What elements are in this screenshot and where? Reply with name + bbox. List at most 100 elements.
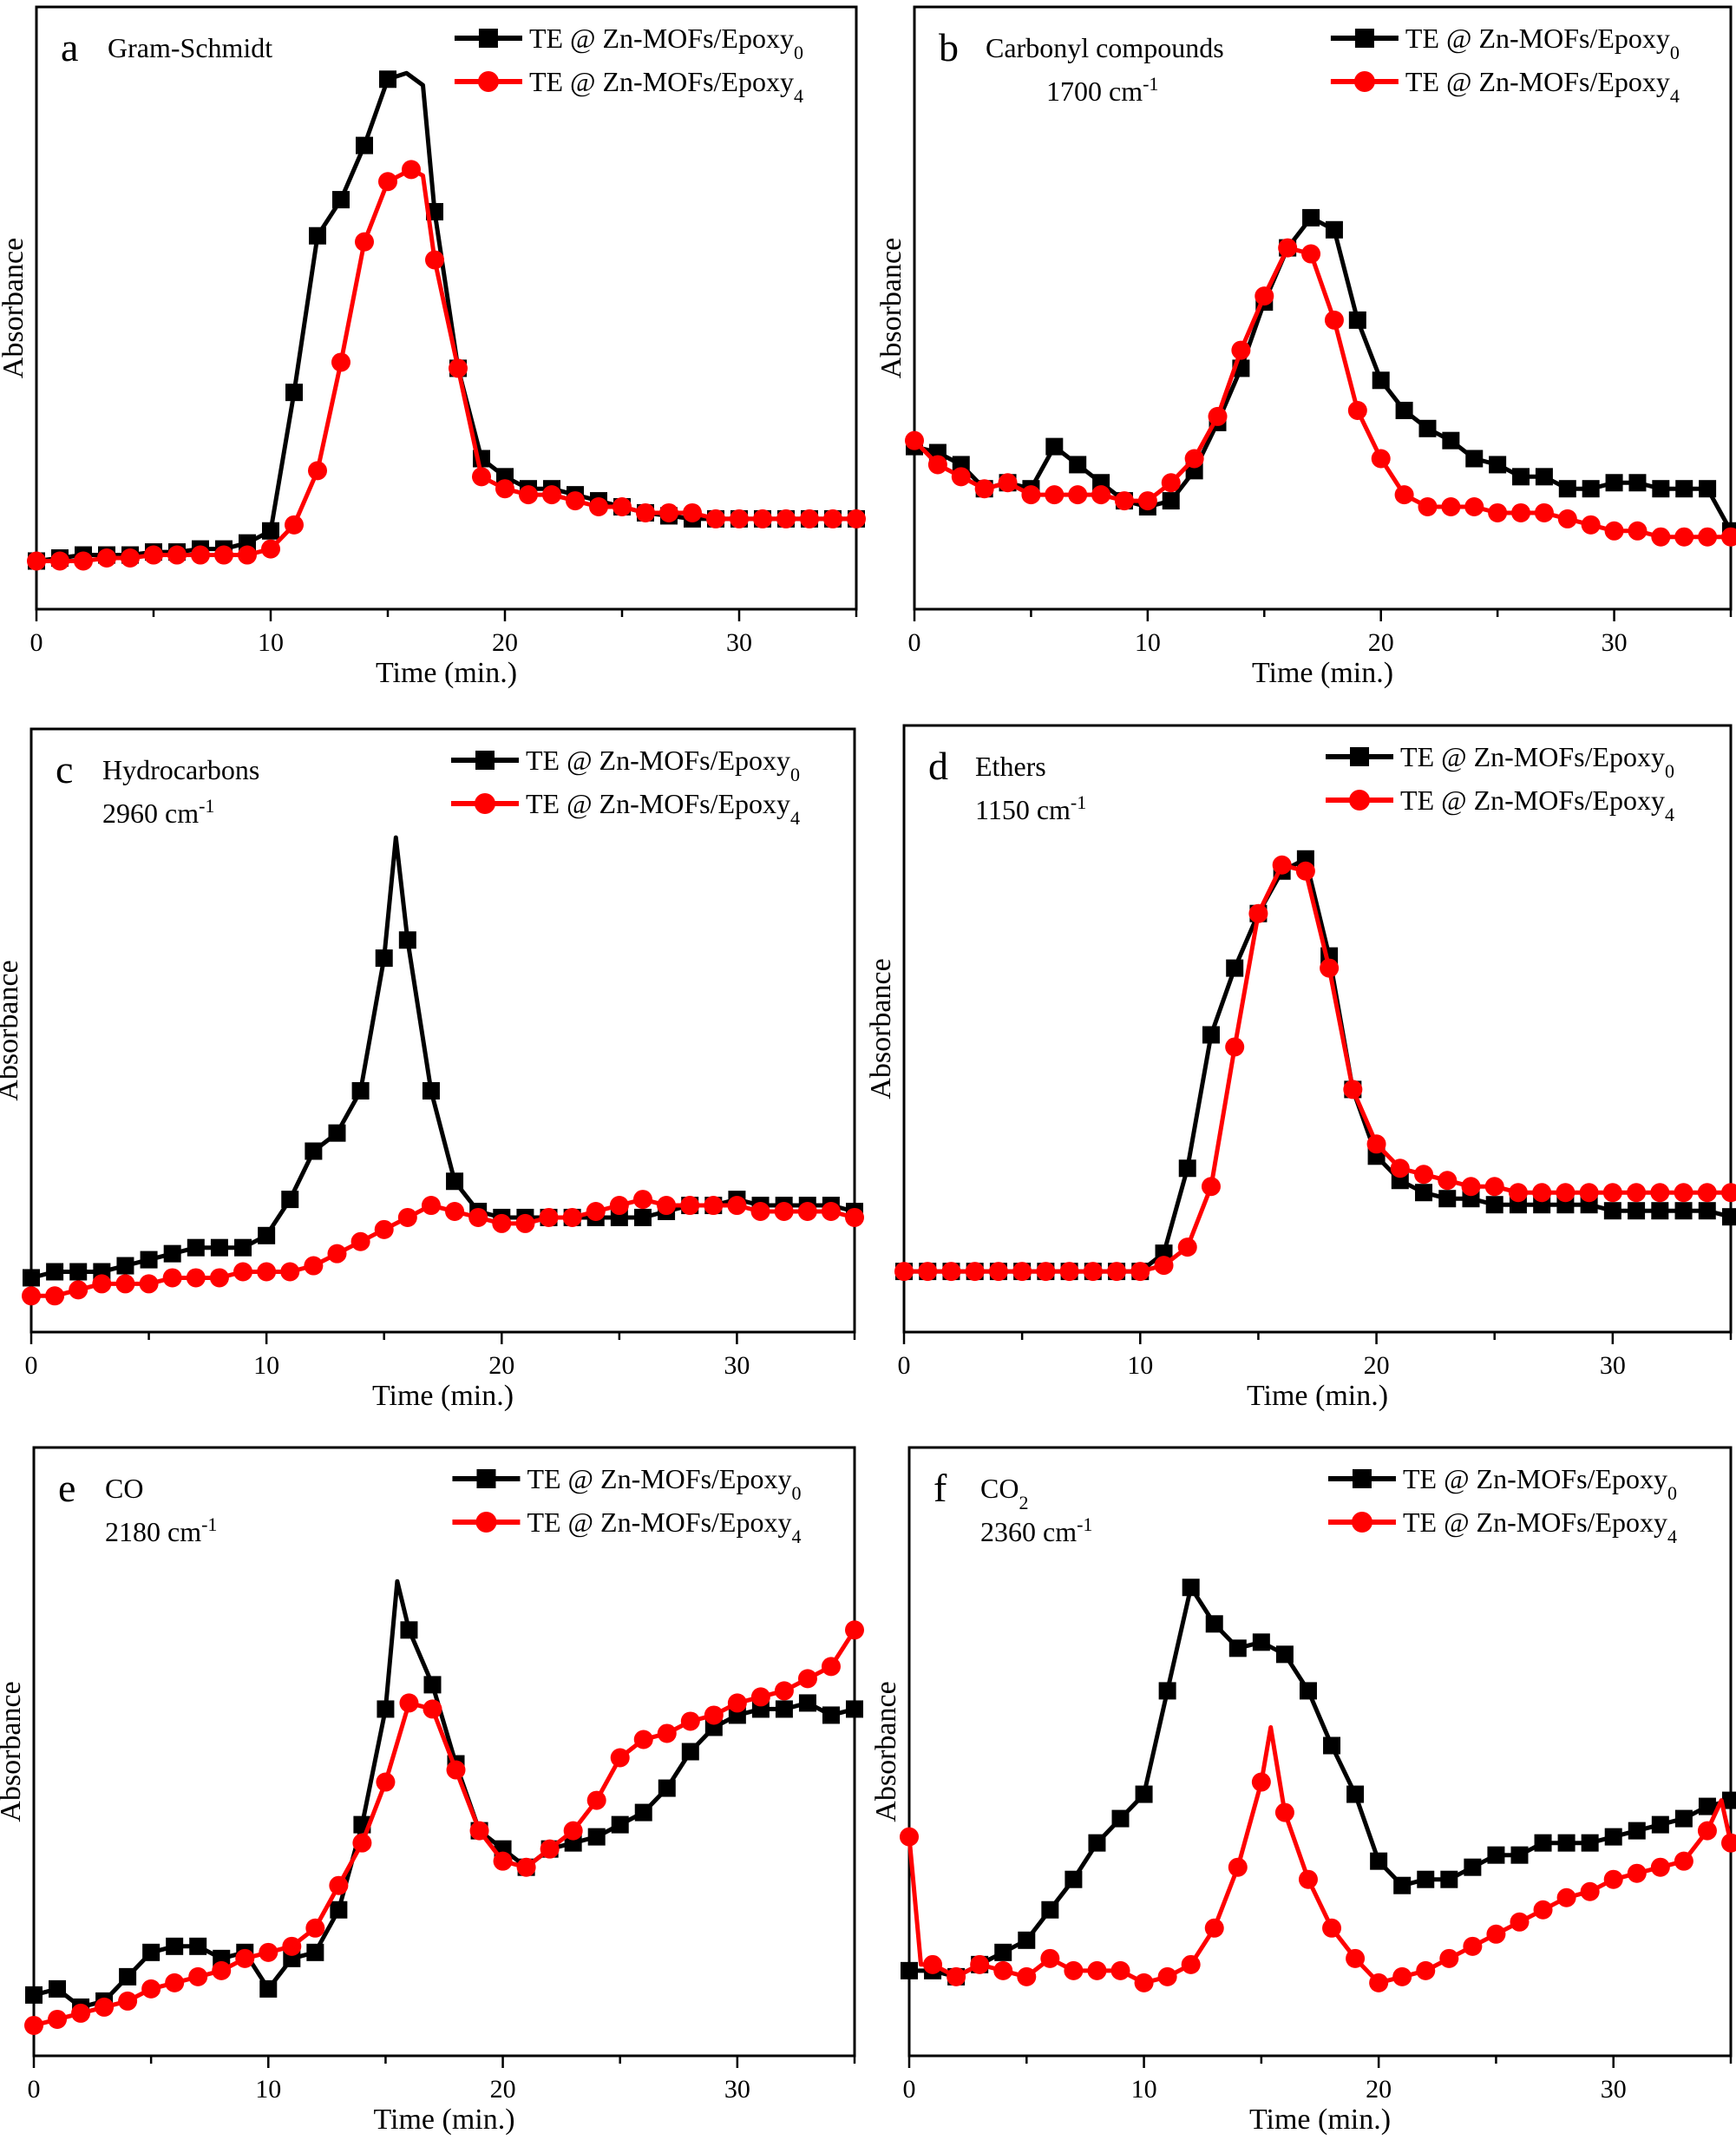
circle-marker — [1721, 1183, 1736, 1203]
circle-marker — [845, 1207, 864, 1227]
circle-marker — [727, 1196, 747, 1216]
square-marker — [1510, 1846, 1529, 1864]
square-marker — [259, 1979, 278, 1998]
square-marker — [1178, 1159, 1196, 1178]
legend-label: TE @ Zn-MOFs/Epoxy4 — [529, 66, 803, 107]
legend-name: TE @ Zn-MOFs/Epoxy — [527, 1507, 791, 1538]
circle-marker — [308, 461, 327, 481]
square-marker — [1226, 959, 1244, 977]
circle-marker — [540, 1839, 560, 1859]
square-marker — [1674, 1809, 1693, 1828]
circle-marker — [1698, 527, 1718, 547]
circle-marker — [1511, 502, 1531, 522]
legend-square-marker — [1350, 747, 1370, 766]
circle-marker — [1369, 1973, 1389, 1992]
legend-name: TE @ Zn-MOFs/Epoxy — [529, 23, 794, 54]
square-marker — [1275, 1645, 1294, 1664]
legend-subscript: 0 — [791, 1482, 801, 1504]
legend-name: TE @ Zn-MOFs/Epoxy — [1400, 784, 1665, 816]
circle-marker — [1059, 1262, 1079, 1282]
legend-label: TE @ Zn-MOFs/Epoxy0 — [529, 23, 803, 63]
square-marker — [163, 1244, 181, 1263]
x-tick-label: 10 — [258, 628, 284, 657]
circle-marker — [141, 1979, 161, 1999]
annotation-text: 2360 cm-1 — [980, 1513, 1092, 1548]
circle-marker — [304, 1256, 324, 1276]
legend-label: TE @ Zn-MOFs/Epoxy4 — [1405, 66, 1680, 107]
square-marker — [901, 1961, 918, 1979]
plot-frame — [902, 724, 1733, 1334]
legend-subscript: 4 — [1670, 85, 1680, 107]
circle-marker — [797, 1202, 817, 1221]
square-marker — [210, 1238, 228, 1257]
circle-marker — [1295, 861, 1315, 881]
square-marker — [1489, 456, 1507, 474]
circle-marker — [753, 509, 772, 528]
panel-letter: e — [58, 1466, 75, 1510]
x-axis-label: Time (min.) — [372, 1380, 514, 1412]
annotation-main: Gram-Schmidt — [108, 32, 272, 63]
series-4 — [894, 855, 1736, 1282]
circle-marker — [800, 509, 819, 528]
square-marker — [822, 1706, 840, 1724]
square-marker — [1722, 1208, 1736, 1226]
square-marker — [119, 1967, 137, 1986]
annotation-main: 2360 cm — [980, 1516, 1077, 1547]
circle-marker — [92, 1274, 112, 1294]
square-marker — [1372, 371, 1390, 390]
legend-name: TE @ Zn-MOFs/Epoxy — [526, 745, 790, 776]
circle-marker — [1301, 244, 1321, 264]
square-marker — [994, 1943, 1012, 1961]
circle-marker — [1255, 286, 1274, 306]
circle-marker — [727, 1693, 747, 1713]
circle-marker — [233, 1262, 253, 1282]
annotation-text: 2960 cm-1 — [102, 795, 214, 830]
legend-circle-marker — [474, 793, 495, 814]
square-marker — [1485, 1196, 1503, 1214]
circle-marker — [378, 172, 397, 192]
legend-entry: TE @ Zn-MOFs/Epoxy0 — [1326, 741, 1674, 782]
legend-entry: TE @ Zn-MOFs/Epoxy0 — [1330, 23, 1680, 63]
square-marker — [356, 136, 373, 154]
legend-entry: TE @ Zn-MOFs/Epoxy4 — [1327, 1507, 1677, 1547]
annotation-main: 2960 cm — [102, 798, 199, 829]
circle-marker — [1532, 1183, 1552, 1203]
circle-marker — [331, 352, 350, 372]
circle-marker — [71, 2003, 91, 2023]
circle-marker — [566, 491, 585, 511]
square-marker — [1582, 480, 1600, 498]
panel-letter: f — [934, 1466, 947, 1510]
circle-marker — [900, 1827, 919, 1847]
square-marker — [1111, 1809, 1130, 1828]
circle-marker — [1201, 1177, 1221, 1197]
series-line — [909, 1585, 1732, 1979]
circle-marker — [468, 1207, 488, 1227]
circle-marker — [1603, 1869, 1623, 1889]
circle-marker — [1228, 1857, 1248, 1877]
circle-marker — [657, 1723, 677, 1743]
series-0 — [23, 835, 863, 1287]
square-marker — [306, 1943, 324, 1961]
square-marker — [25, 1986, 43, 2004]
circle-marker — [1346, 1948, 1366, 1968]
circle-marker — [257, 1262, 277, 1282]
legend-entry: TE @ Zn-MOFs/Epoxy4 — [450, 788, 800, 829]
circle-marker — [1602, 1183, 1622, 1203]
x-tick-label: 30 — [1602, 628, 1628, 657]
square-marker — [681, 1743, 699, 1761]
square-marker — [328, 1124, 346, 1142]
plot-frame — [913, 5, 1733, 611]
circle-marker — [188, 1966, 208, 1986]
circle-marker — [894, 1262, 914, 1282]
y-axis-label: Absorbance — [0, 238, 29, 378]
circle-marker — [238, 545, 257, 565]
circle-marker — [1439, 1948, 1459, 1968]
square-marker — [23, 1269, 40, 1287]
annotation-superscript: -1 — [1143, 73, 1158, 95]
square-marker — [1558, 480, 1576, 498]
circle-marker — [1486, 1924, 1506, 1944]
square-marker — [1652, 480, 1670, 498]
square-marker — [1722, 1791, 1736, 1809]
square-marker — [846, 1700, 863, 1718]
circle-marker — [1137, 491, 1157, 511]
